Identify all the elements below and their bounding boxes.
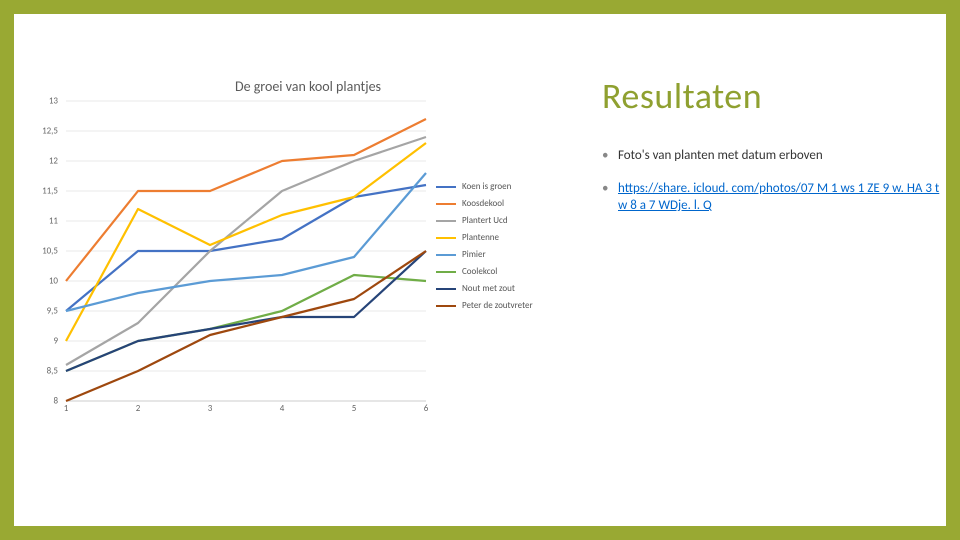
y-tick-label: 8 — [53, 396, 58, 407]
series-line — [66, 185, 426, 311]
legend-item: Coolekcol — [436, 266, 586, 277]
legend-label: Coolekcol — [462, 266, 497, 277]
slide-frame: De groei van kool plantjes 8 8,5 9 9,5 10 10,… — [0, 0, 960, 540]
legend-swatch — [436, 254, 456, 256]
legend-swatch — [436, 203, 456, 205]
x-tick-label: 2 — [136, 403, 141, 414]
x-tick-label: 5 — [352, 403, 357, 414]
legend-item: Plantenne — [436, 232, 586, 243]
chart-body: 88,599,51010,51111,51212,513 123456 Koen… — [28, 101, 588, 421]
legend-item: Koen is groen — [436, 181, 586, 192]
x-tick-label: 3 — [208, 403, 213, 414]
y-axis-labels: 88,599,51010,51111,51212,513 — [28, 101, 62, 401]
legend-item: Nout met zout — [436, 283, 586, 294]
y-tick-label: 11,5 — [42, 186, 58, 197]
y-tick-label: 9 — [53, 336, 58, 347]
legend-swatch — [436, 186, 456, 188]
legend-item: Plantert Ucd — [436, 215, 586, 226]
legend-item: Pimier — [436, 249, 586, 260]
bullet-text: Foto's van planten met datum erboven — [618, 148, 823, 163]
y-tick-label: 12 — [49, 156, 58, 167]
legend-label: Peter de zoutvreter — [462, 300, 533, 311]
legend-swatch — [436, 237, 456, 239]
y-tick-label: 8,5 — [47, 366, 58, 377]
legend-label: Nout met zout — [462, 283, 515, 294]
y-tick-label: 9,5 — [47, 306, 58, 317]
legend-label: Koosdekool — [462, 198, 504, 209]
legend-item: Koosdekool — [436, 198, 586, 209]
y-tick-label: 12,5 — [42, 126, 58, 137]
x-tick-label: 4 — [280, 403, 285, 414]
chart-plot — [66, 101, 426, 401]
page-title: Resultaten — [602, 74, 942, 118]
chart-title: De groei van kool plantjes — [28, 78, 588, 95]
chart-svg — [66, 101, 426, 401]
series-line — [66, 119, 426, 281]
chart-container: De groei van kool plantjes 8 8,5 9 9,5 10 10,… — [28, 74, 588, 444]
legend-swatch — [436, 220, 456, 222]
y-tick-label: 10 — [49, 276, 58, 287]
bullet-item: https://share. icloud. com/photos/07 M 1… — [602, 181, 942, 215]
bullet-list: Foto's van planten met datum erboven htt… — [602, 148, 942, 215]
chart-legend: Koen is groen Koosdekool Plantert Ucd Plant… — [436, 181, 586, 317]
x-tick-label: 1 — [64, 403, 69, 414]
bullet-item: Foto's van planten met datum erboven — [602, 148, 942, 165]
share-link[interactable]: https://share. icloud. com/photos/07 M 1… — [618, 181, 939, 213]
legend-item: Peter de zoutvreter — [436, 300, 586, 311]
legend-label: Koen is groen — [462, 181, 511, 192]
legend-label: Plantenne — [462, 232, 499, 243]
y-tick-label: 11 — [49, 216, 58, 227]
legend-swatch — [436, 271, 456, 273]
legend-label: Pimier — [462, 249, 486, 260]
legend-label: Plantert Ucd — [462, 215, 508, 226]
content-text: Resultaten Foto's van planten met datum … — [602, 74, 942, 231]
legend-swatch — [436, 305, 456, 307]
legend-swatch — [436, 288, 456, 290]
series-line — [66, 251, 426, 401]
x-tick-label: 6 — [424, 403, 429, 414]
y-tick-label: 10,5 — [42, 246, 58, 257]
y-tick-label: 13 — [49, 96, 58, 107]
